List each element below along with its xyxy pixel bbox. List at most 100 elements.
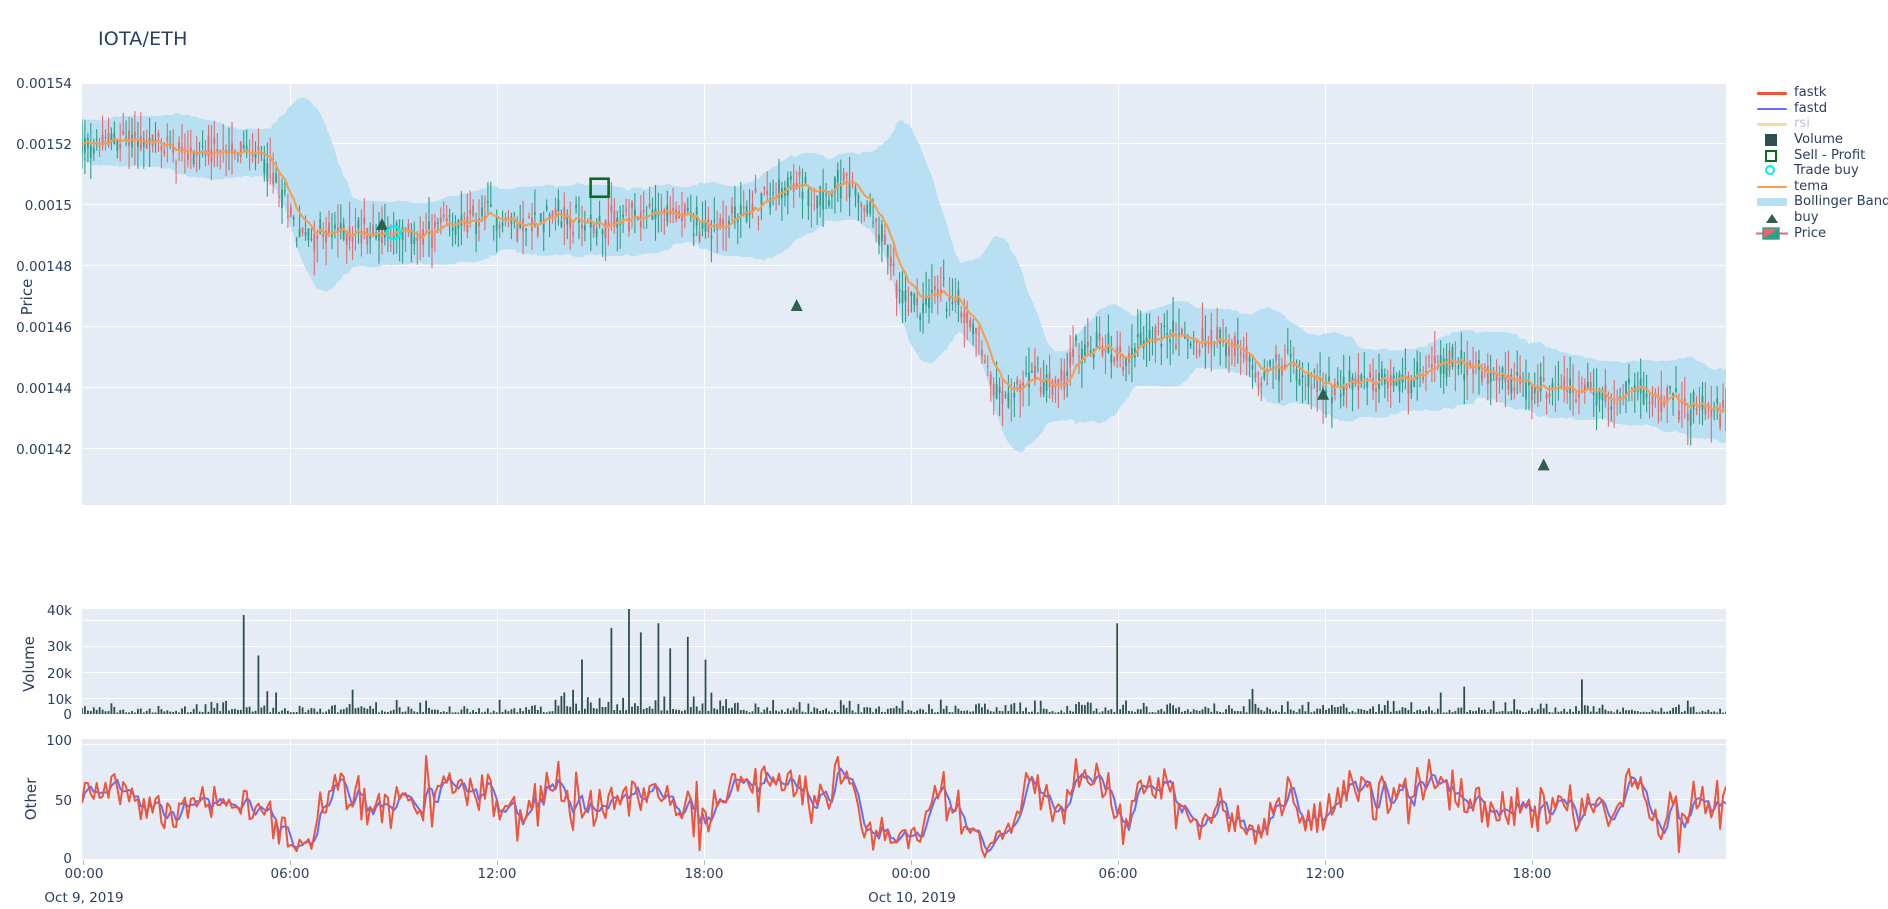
gridline — [1325, 84, 1327, 505]
gridline — [1532, 84, 1534, 505]
x-tick: 00:00 — [891, 866, 931, 882]
candlestick-series — [82, 111, 1726, 446]
price-ytick: 0.00148 — [16, 259, 72, 275]
legend-item-trade-buy[interactable]: Trade buy — [1755, 163, 1887, 179]
legend-band-icon — [1755, 194, 1789, 209]
gridline — [1532, 739, 1534, 859]
tema-series — [82, 138, 1726, 413]
gridline — [82, 387, 1726, 389]
legend-item-volume[interactable]: Volume — [1755, 132, 1887, 148]
axis-tick-mark — [1325, 860, 1326, 865]
gridline — [82, 326, 1726, 328]
x-tick: 06:00 — [270, 866, 310, 882]
price-ytick: 0.00142 — [16, 442, 72, 458]
volume-ytick: 40k — [47, 603, 72, 619]
legend-item-bollinger-band[interactable]: Bollinger Band — [1755, 194, 1888, 210]
gridline — [82, 799, 1726, 801]
gridline — [704, 739, 706, 859]
x-tick: 12:00 — [1305, 866, 1345, 882]
legend-item-fastk[interactable]: fastk — [1755, 85, 1887, 101]
legend-item-rsi[interactable]: rsi — [1755, 116, 1887, 132]
x-tick: 12:00 — [477, 866, 517, 882]
legend-item-price[interactable]: Price — [1755, 225, 1887, 241]
volume-series — [82, 609, 1726, 714]
legend-label: fastk — [1794, 85, 1827, 101]
legend-label: rsi — [1794, 116, 1810, 132]
legend-open-circle-icon — [1755, 163, 1789, 178]
fastd-series — [82, 767, 1726, 853]
axis-tick-mark — [290, 860, 291, 865]
legend-label: Price — [1794, 225, 1827, 241]
gridline — [1532, 609, 1534, 714]
axis-tick-mark — [83, 860, 84, 865]
axis-tick-mark — [911, 860, 912, 865]
gridline — [704, 84, 706, 505]
gridline — [1325, 739, 1327, 859]
gridline — [497, 609, 499, 714]
gridline — [497, 84, 499, 505]
legend-line-icon — [1755, 101, 1789, 116]
legend-item-sell-profit[interactable]: Sell - Profit — [1755, 147, 1887, 163]
gridline — [1118, 739, 1120, 859]
x-date-label: Oct 10, 2019 — [868, 890, 956, 906]
price-ytick: 0.0015 — [24, 198, 72, 214]
legend-label: fastd — [1794, 100, 1828, 116]
gridline — [82, 448, 1726, 450]
price-ytick: 0.00154 — [16, 76, 72, 92]
legend-item-buy[interactable]: buy — [1755, 210, 1887, 226]
gridline — [82, 698, 1726, 700]
chart-legend: fastk fastd rsi Volume Sell - Profit Tra… — [1755, 85, 1888, 241]
trade-markers — [375, 177, 1550, 471]
axis-tick-mark — [1118, 860, 1119, 865]
gridline — [290, 609, 292, 714]
gridline — [82, 744, 1726, 746]
volume-ytick: 10k — [47, 692, 72, 708]
bollinger-band-series — [82, 97, 1726, 453]
price-ytick: 0.00146 — [16, 320, 72, 336]
legend-open-square-icon — [1755, 148, 1789, 163]
legend-line-icon — [1755, 85, 1789, 100]
gridline — [290, 739, 292, 859]
legend-line-icon — [1755, 179, 1789, 194]
legend-square-icon — [1755, 132, 1789, 147]
other-ytick: 0 — [63, 851, 72, 867]
x-tick: 18:00 — [1512, 866, 1552, 882]
price-ytick: 0.00144 — [16, 381, 72, 397]
legend-item-fastd[interactable]: fastd — [1755, 101, 1887, 117]
gridline — [1118, 609, 1120, 714]
gridline — [290, 84, 292, 505]
legend-label: tema — [1794, 178, 1829, 194]
volume-ytick: 20k — [47, 666, 72, 682]
axis-tick-mark — [704, 860, 705, 865]
legend-triangle-icon — [1755, 210, 1789, 225]
gridline — [1118, 84, 1120, 505]
legend-label: Bollinger Band — [1794, 194, 1888, 210]
other-ytick: 100 — [46, 733, 72, 749]
page-title: IOTA/ETH — [98, 28, 188, 50]
axis-tick-mark — [1532, 860, 1533, 865]
gridline — [82, 620, 1726, 622]
volume-ytick: 0 — [63, 707, 72, 723]
gridline — [1325, 609, 1327, 714]
x-tick: 00:00 — [64, 866, 104, 882]
gridline — [82, 672, 1726, 674]
legend-item-tema[interactable]: tema — [1755, 179, 1887, 195]
gridline — [82, 646, 1726, 648]
legend-candle-icon — [1755, 226, 1789, 241]
legend-label: Sell - Profit — [1794, 147, 1866, 163]
other-ytick: 50 — [54, 793, 72, 809]
gridline — [911, 739, 913, 859]
volume-ytick: 30k — [47, 639, 72, 655]
price-ytick: 0.00152 — [16, 137, 72, 153]
legend-label: Trade buy — [1794, 163, 1859, 179]
x-date-label: Oct 9, 2019 — [44, 890, 124, 906]
x-tick: 18:00 — [684, 866, 724, 882]
fastk-series — [82, 755, 1726, 858]
legend-line-icon — [1755, 116, 1789, 131]
x-tick: 06:00 — [1098, 866, 1138, 882]
axis-tick-mark — [497, 860, 498, 865]
volume-panel — [82, 609, 1726, 714]
legend-label: Volume — [1794, 132, 1844, 148]
